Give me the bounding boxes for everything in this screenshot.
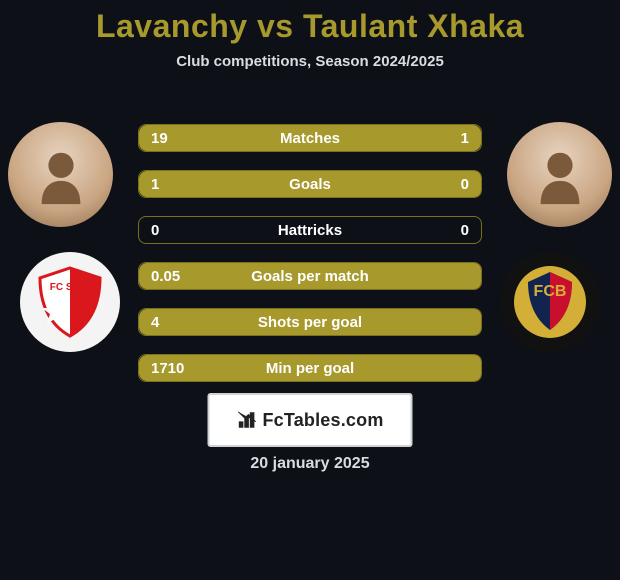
chart-icon [236, 409, 258, 431]
club1-badge: FC SION [20, 252, 120, 352]
stat-row: 0Hattricks0 [138, 216, 482, 244]
player1-avatar [8, 122, 113, 227]
page-title: Lavanchy vs Taulant Xhaka [0, 0, 620, 45]
club2-crest-icon: FCB [510, 262, 590, 342]
stat-row: 1Goals0 [138, 170, 482, 198]
stat-value-right: 1 [461, 125, 469, 152]
watermark: FcTables.com [208, 393, 413, 447]
stats-panel: 19Matches11Goals00Hattricks00.05Goals pe… [138, 124, 482, 400]
date-text: 20 january 2025 [0, 455, 620, 473]
stat-value-right: 0 [461, 171, 469, 198]
svg-text:FC SION: FC SION [50, 282, 91, 293]
club1-crest-icon: FC SION [30, 262, 110, 342]
stat-label: Matches [139, 125, 481, 152]
stat-row: 19Matches1 [138, 124, 482, 152]
player2-avatar [507, 122, 612, 227]
stat-label: Min per goal [139, 355, 481, 382]
stat-label: Hattricks [139, 217, 481, 244]
svg-text:FCB: FCB [534, 283, 567, 300]
stat-row: 4Shots per goal [138, 308, 482, 336]
subtitle: Club competitions, Season 2024/2025 [0, 53, 620, 70]
stat-row: 1710Min per goal [138, 354, 482, 382]
stat-row: 0.05Goals per match [138, 262, 482, 290]
stat-label: Goals per match [139, 263, 481, 290]
person-icon [529, 144, 591, 206]
stat-value-right: 0 [461, 217, 469, 244]
watermark-text: FcTables.com [262, 410, 383, 431]
stat-label: Goals [139, 171, 481, 198]
stat-label: Shots per goal [139, 309, 481, 336]
person-icon [30, 144, 92, 206]
club2-badge: FCB [500, 252, 600, 352]
